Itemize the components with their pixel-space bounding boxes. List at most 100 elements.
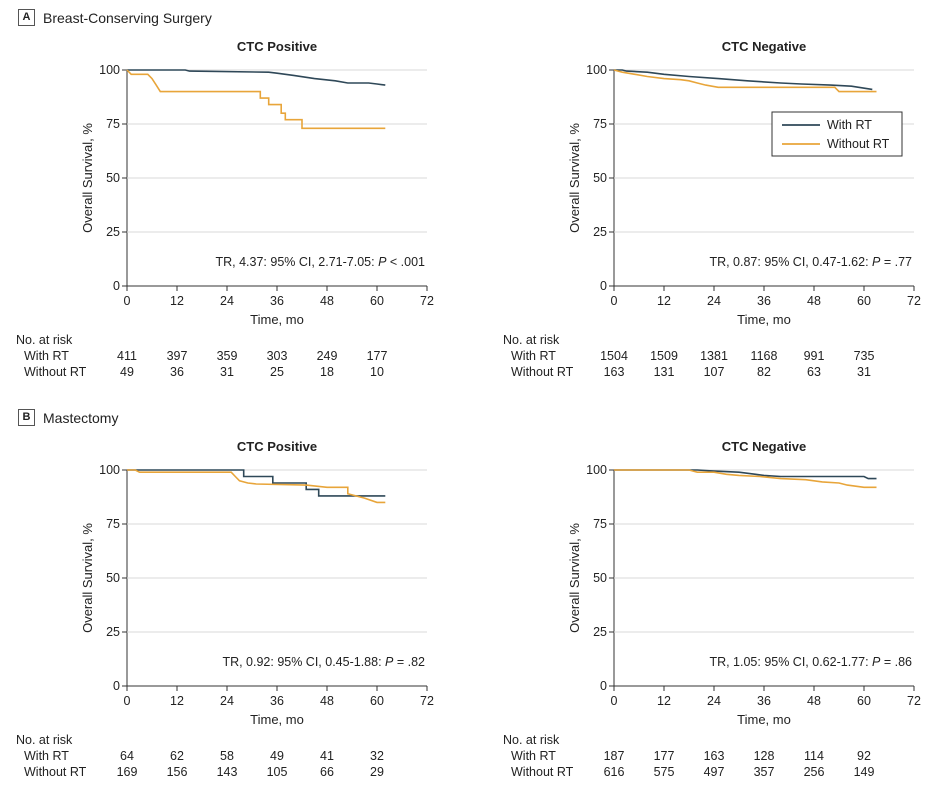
c3-series-with-rt	[614, 469, 877, 480]
c2-risk-value-1-0: 169	[117, 765, 138, 779]
c2-risk-value-0-0: 64	[120, 749, 134, 763]
c0-risk-value-1-2: 31	[220, 365, 234, 379]
c2-risk-value-1-5: 29	[370, 765, 384, 779]
c3-risk-value-1-4: 256	[804, 765, 825, 779]
c2-title: CTC Positive	[237, 439, 317, 454]
c0-x-tick-label-1: 12	[170, 294, 184, 308]
c1-annotation-p-value: = .77	[880, 255, 912, 269]
c3-risk-value-1-2: 497	[704, 765, 725, 779]
c1-y-tick-label-1: 25	[593, 225, 607, 239]
c3-annotation-p-value: = .86	[880, 655, 912, 669]
c0-risk-value-1-3: 25	[270, 365, 284, 379]
c1-risk-value-0-5: 735	[854, 349, 875, 363]
c2-y-tick-label-0: 0	[113, 679, 120, 693]
c0-y-tick-label-3: 75	[106, 117, 120, 131]
c0-risk-row-label-1: Without RT	[24, 365, 87, 379]
c2-series-without-rt	[127, 469, 386, 504]
c1-y-tick-label-2: 50	[593, 171, 607, 185]
c3-x-tick-label-6: 72	[907, 694, 921, 708]
c0-y-tick-label-2: 50	[106, 171, 120, 185]
c3-risk-value-0-4: 114	[804, 749, 824, 763]
c0-x-tick-label-0: 0	[124, 294, 131, 308]
c3-annotation-p: P	[872, 655, 881, 669]
c2-risk-value-0-5: 32	[370, 749, 384, 763]
c0-risk-header: No. at risk	[16, 333, 73, 347]
c1-title: CTC Negative	[722, 39, 807, 54]
c0-x-axis-title: Time, mo	[250, 312, 304, 327]
c0-x-tick-label-6: 72	[420, 294, 434, 308]
c1-risk-row-label-1: Without RT	[511, 365, 574, 379]
c3-y-tick-label-2: 50	[593, 571, 607, 585]
c3-x-tick-label-4: 48	[807, 694, 821, 708]
panel-a-badge: A	[18, 9, 35, 26]
c0-title: CTC Positive	[237, 39, 317, 54]
c2-risk-value-0-2: 58	[220, 749, 234, 763]
c3-annotation-prefix: TR, 1.05: 95% CI, 0.62-1.77:	[709, 655, 872, 669]
c3-y-tick-label-0: 0	[600, 679, 607, 693]
c3-risk-value-1-5: 149	[854, 765, 875, 779]
c2-y-tick-label-3: 75	[106, 517, 120, 531]
c0-risk-value-0-0: 411	[117, 349, 137, 363]
c3-y-tick-label-4: 100	[586, 463, 607, 477]
c0-y-tick-label-4: 100	[99, 63, 120, 77]
c2-y-tick-label-2: 50	[106, 571, 120, 585]
c2-risk-value-0-4: 41	[320, 749, 334, 763]
c0-risk-value-1-5: 10	[370, 365, 384, 379]
c2-x-tick-label-3: 36	[270, 694, 284, 708]
c3-title: CTC Negative	[722, 439, 807, 454]
c1-x-tick-label-6: 72	[907, 294, 921, 308]
chart-a-ctc-positive: CTC Positive 0 25 50 75 100 0 12 24 36 48 60 72 Time,…	[0, 30, 460, 390]
c2-annotation-prefix: TR, 0.92: 95% CI, 0.45-1.88:	[222, 655, 385, 669]
chart-a-ctc-negative-svg: CTC Negative 0 25 50 75 100 0 12 24 36 48 60 72 Time,…	[503, 39, 921, 379]
c2-annotation-p: P	[385, 655, 394, 669]
c3-risk-value-1-1: 575	[654, 765, 675, 779]
c2-risk-value-1-3: 105	[267, 765, 288, 779]
c3-risk-value-0-3: 128	[754, 749, 775, 763]
c3-x-tick-label-2: 24	[707, 694, 721, 708]
chart-a-ctc-positive-svg: CTC Positive 0 25 50 75 100 0 12 24 36 48 60 72 Time,…	[16, 39, 434, 379]
c3-risk-value-0-1: 177	[654, 749, 675, 763]
c0-risk-value-0-1: 397	[167, 349, 188, 363]
c1-y-tick-label-3: 75	[593, 117, 607, 131]
c0-risk-value-1-0: 49	[120, 365, 134, 379]
c2-x-tick-label-4: 48	[320, 694, 334, 708]
c1-x-tick-label-0: 0	[611, 294, 618, 308]
panel-a-title: Breast-Conserving Surgery	[43, 9, 212, 26]
c1-annotation: TR, 0.87: 95% CI, 0.47-1.62: P = .77	[709, 255, 912, 269]
c1-risk-value-0-3: 1168	[751, 349, 778, 363]
c2-x-tick-label-6: 72	[420, 694, 434, 708]
c2-x-tick-label-1: 12	[170, 694, 184, 708]
c3-x-tick-label-5: 60	[857, 694, 871, 708]
panel-b-title: Mastectomy	[43, 409, 119, 426]
c1-risk-value-1-3: 82	[757, 365, 771, 379]
c3-risk-value-0-2: 163	[704, 749, 725, 763]
c0-risk-value-0-2: 359	[217, 349, 238, 363]
c1-y-tick-label-0: 0	[600, 279, 607, 293]
c1-x-tick-label-5: 60	[857, 294, 871, 308]
c2-series-with-rt	[127, 469, 386, 497]
c3-x-tick-label-1: 12	[657, 694, 671, 708]
c2-x-tick-label-0: 0	[124, 694, 131, 708]
c1-risk-value-1-5: 31	[857, 365, 871, 379]
c2-risk-value-1-1: 156	[167, 765, 188, 779]
c2-risk-header: No. at risk	[16, 733, 73, 747]
c2-y-axis-title: Overall Survival, %	[80, 523, 95, 633]
c1-risk-value-0-4: 991	[804, 349, 825, 363]
c3-risk-row-label-1: Without RT	[511, 765, 574, 779]
c0-y-tick-label-1: 25	[106, 225, 120, 239]
c1-risk-value-1-2: 107	[704, 365, 725, 379]
c0-risk-row-label-0: With RT	[24, 349, 69, 363]
c3-x-axis-title: Time, mo	[737, 712, 791, 727]
chart-b-ctc-negative: CTC Negative 0 25 50 75 100 0 12 24 36 48 60 72 Time,…	[487, 430, 942, 790]
c0-annotation-prefix: TR, 4.37: 95% CI, 2.71-7.05:	[215, 255, 378, 269]
c0-x-tick-label-4: 48	[320, 294, 334, 308]
c1-risk-value-0-0: 1504	[600, 349, 628, 363]
c3-annotation: TR, 1.05: 95% CI, 0.62-1.77: P = .86	[709, 655, 912, 669]
c0-x-tick-label-5: 60	[370, 294, 384, 308]
c1-risk-value-1-4: 63	[807, 365, 821, 379]
c1-legend-box	[771, 111, 903, 157]
c1-risk-value-0-1: 1509	[650, 349, 678, 363]
chart-b-ctc-positive-svg: CTC Positive 0 25 50 75 100 0 12 24 36 48 60 72 Time,…	[16, 439, 434, 779]
c3-x-tick-label-3: 36	[757, 694, 771, 708]
c1-risk-header: No. at risk	[503, 333, 560, 347]
